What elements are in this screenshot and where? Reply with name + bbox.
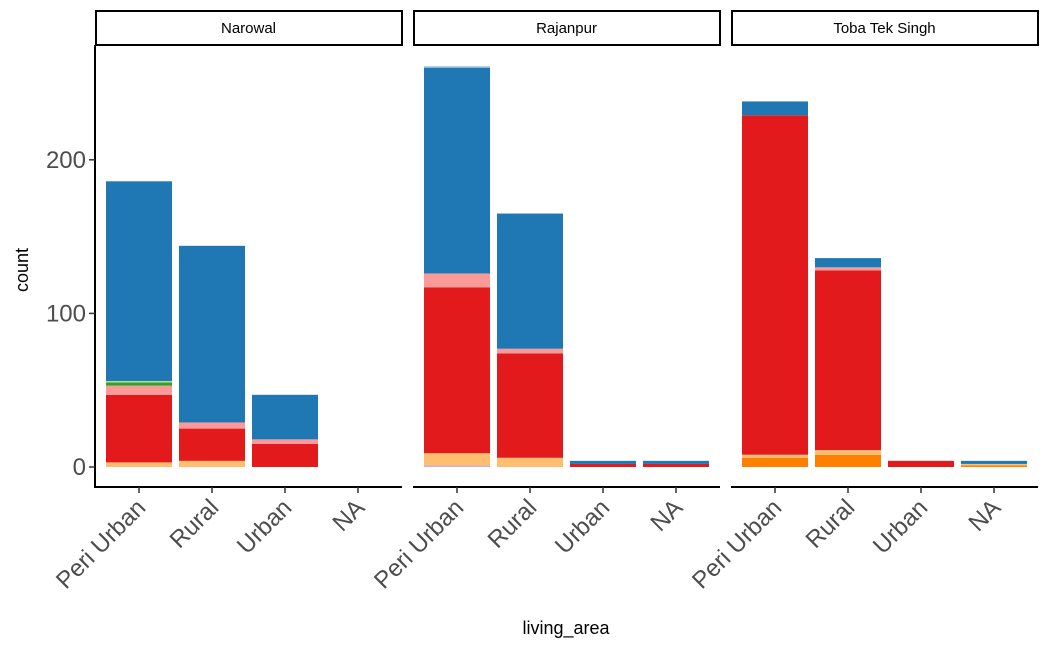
bar-segment <box>497 457 563 467</box>
panel-narowal: Narowal Peri Urban Rural Urban NA <box>51 10 403 594</box>
x-tick-label: Urban <box>550 494 615 559</box>
bar-segment <box>643 460 709 464</box>
bar-segment <box>179 428 245 461</box>
x-axis-title: living_area <box>522 618 610 639</box>
x-tick-label: Urban <box>232 494 297 559</box>
bar-segment <box>815 270 881 451</box>
bar-segment <box>424 67 490 274</box>
bar-segment <box>742 457 808 467</box>
bar-segment <box>252 443 318 467</box>
bar-segment <box>106 394 172 463</box>
bar-segment <box>424 453 490 466</box>
bar-segment <box>570 463 636 467</box>
bar-segment <box>424 66 490 68</box>
x-tick-label: NA <box>964 494 1007 537</box>
bar-segment <box>888 460 954 467</box>
bar-segment <box>742 454 808 458</box>
bar-segment <box>815 454 881 467</box>
y-tick-label: 200 <box>46 147 86 174</box>
panel-toba-tek-singh: Toba Tek Singh Peri Urban Rural Urban NA <box>687 10 1039 594</box>
y-tick-label: 0 <box>73 454 86 481</box>
facet-strip-label: Rajanpur <box>536 20 597 37</box>
bar-segment <box>106 181 172 381</box>
bar-segment <box>742 115 808 455</box>
bar-segment <box>643 463 709 467</box>
bar-segment <box>252 439 318 444</box>
bar-segment <box>815 258 881 268</box>
x-tick-label: Urban <box>868 494 933 559</box>
bar-segment <box>424 287 490 454</box>
bar-segment <box>106 382 172 386</box>
x-tick-label: Peri Urban <box>369 494 469 594</box>
panel-rajanpur: Rajanpur Peri Urban Rural Urban NA <box>369 10 721 594</box>
bar-segment <box>252 394 318 440</box>
bar-segment <box>961 465 1027 467</box>
bar-segment <box>815 267 881 271</box>
x-tick-label: Peri Urban <box>687 494 787 594</box>
facet-strip-label: Toba Tek Singh <box>833 20 935 37</box>
bar-segment <box>424 273 490 288</box>
x-tick-label: Rural <box>801 494 861 554</box>
x-tick-label: Rural <box>483 494 543 554</box>
bar-segment <box>742 101 808 116</box>
facet-strip <box>731 10 1039 46</box>
bar-segment <box>570 460 636 464</box>
bar-segment <box>106 380 172 383</box>
bar-segment <box>497 213 563 349</box>
bar-segment <box>497 348 563 354</box>
x-tick-label: Rural <box>165 494 225 554</box>
bar-segment <box>497 353 563 458</box>
x-tick-label: NA <box>328 494 371 537</box>
y-tick-label: 100 <box>46 300 86 327</box>
bar-segment <box>961 463 1027 466</box>
bar-segment <box>961 460 1027 464</box>
bar-segment <box>179 422 245 429</box>
bar-segment <box>815 450 881 455</box>
facet-strip-label: Narowal <box>221 20 276 37</box>
x-tick-label: NA <box>646 494 689 537</box>
facet-strip <box>95 10 403 46</box>
y-axis: 0 100 200 <box>46 147 95 481</box>
bar-segment <box>179 460 245 467</box>
bar-segment <box>106 462 172 467</box>
x-tick-label: Peri Urban <box>51 494 151 594</box>
bar-segment <box>106 385 172 395</box>
y-axis-title: count <box>12 248 32 292</box>
bar-segment <box>179 245 245 423</box>
bar-segment <box>424 465 490 467</box>
facet-strip <box>413 10 721 46</box>
